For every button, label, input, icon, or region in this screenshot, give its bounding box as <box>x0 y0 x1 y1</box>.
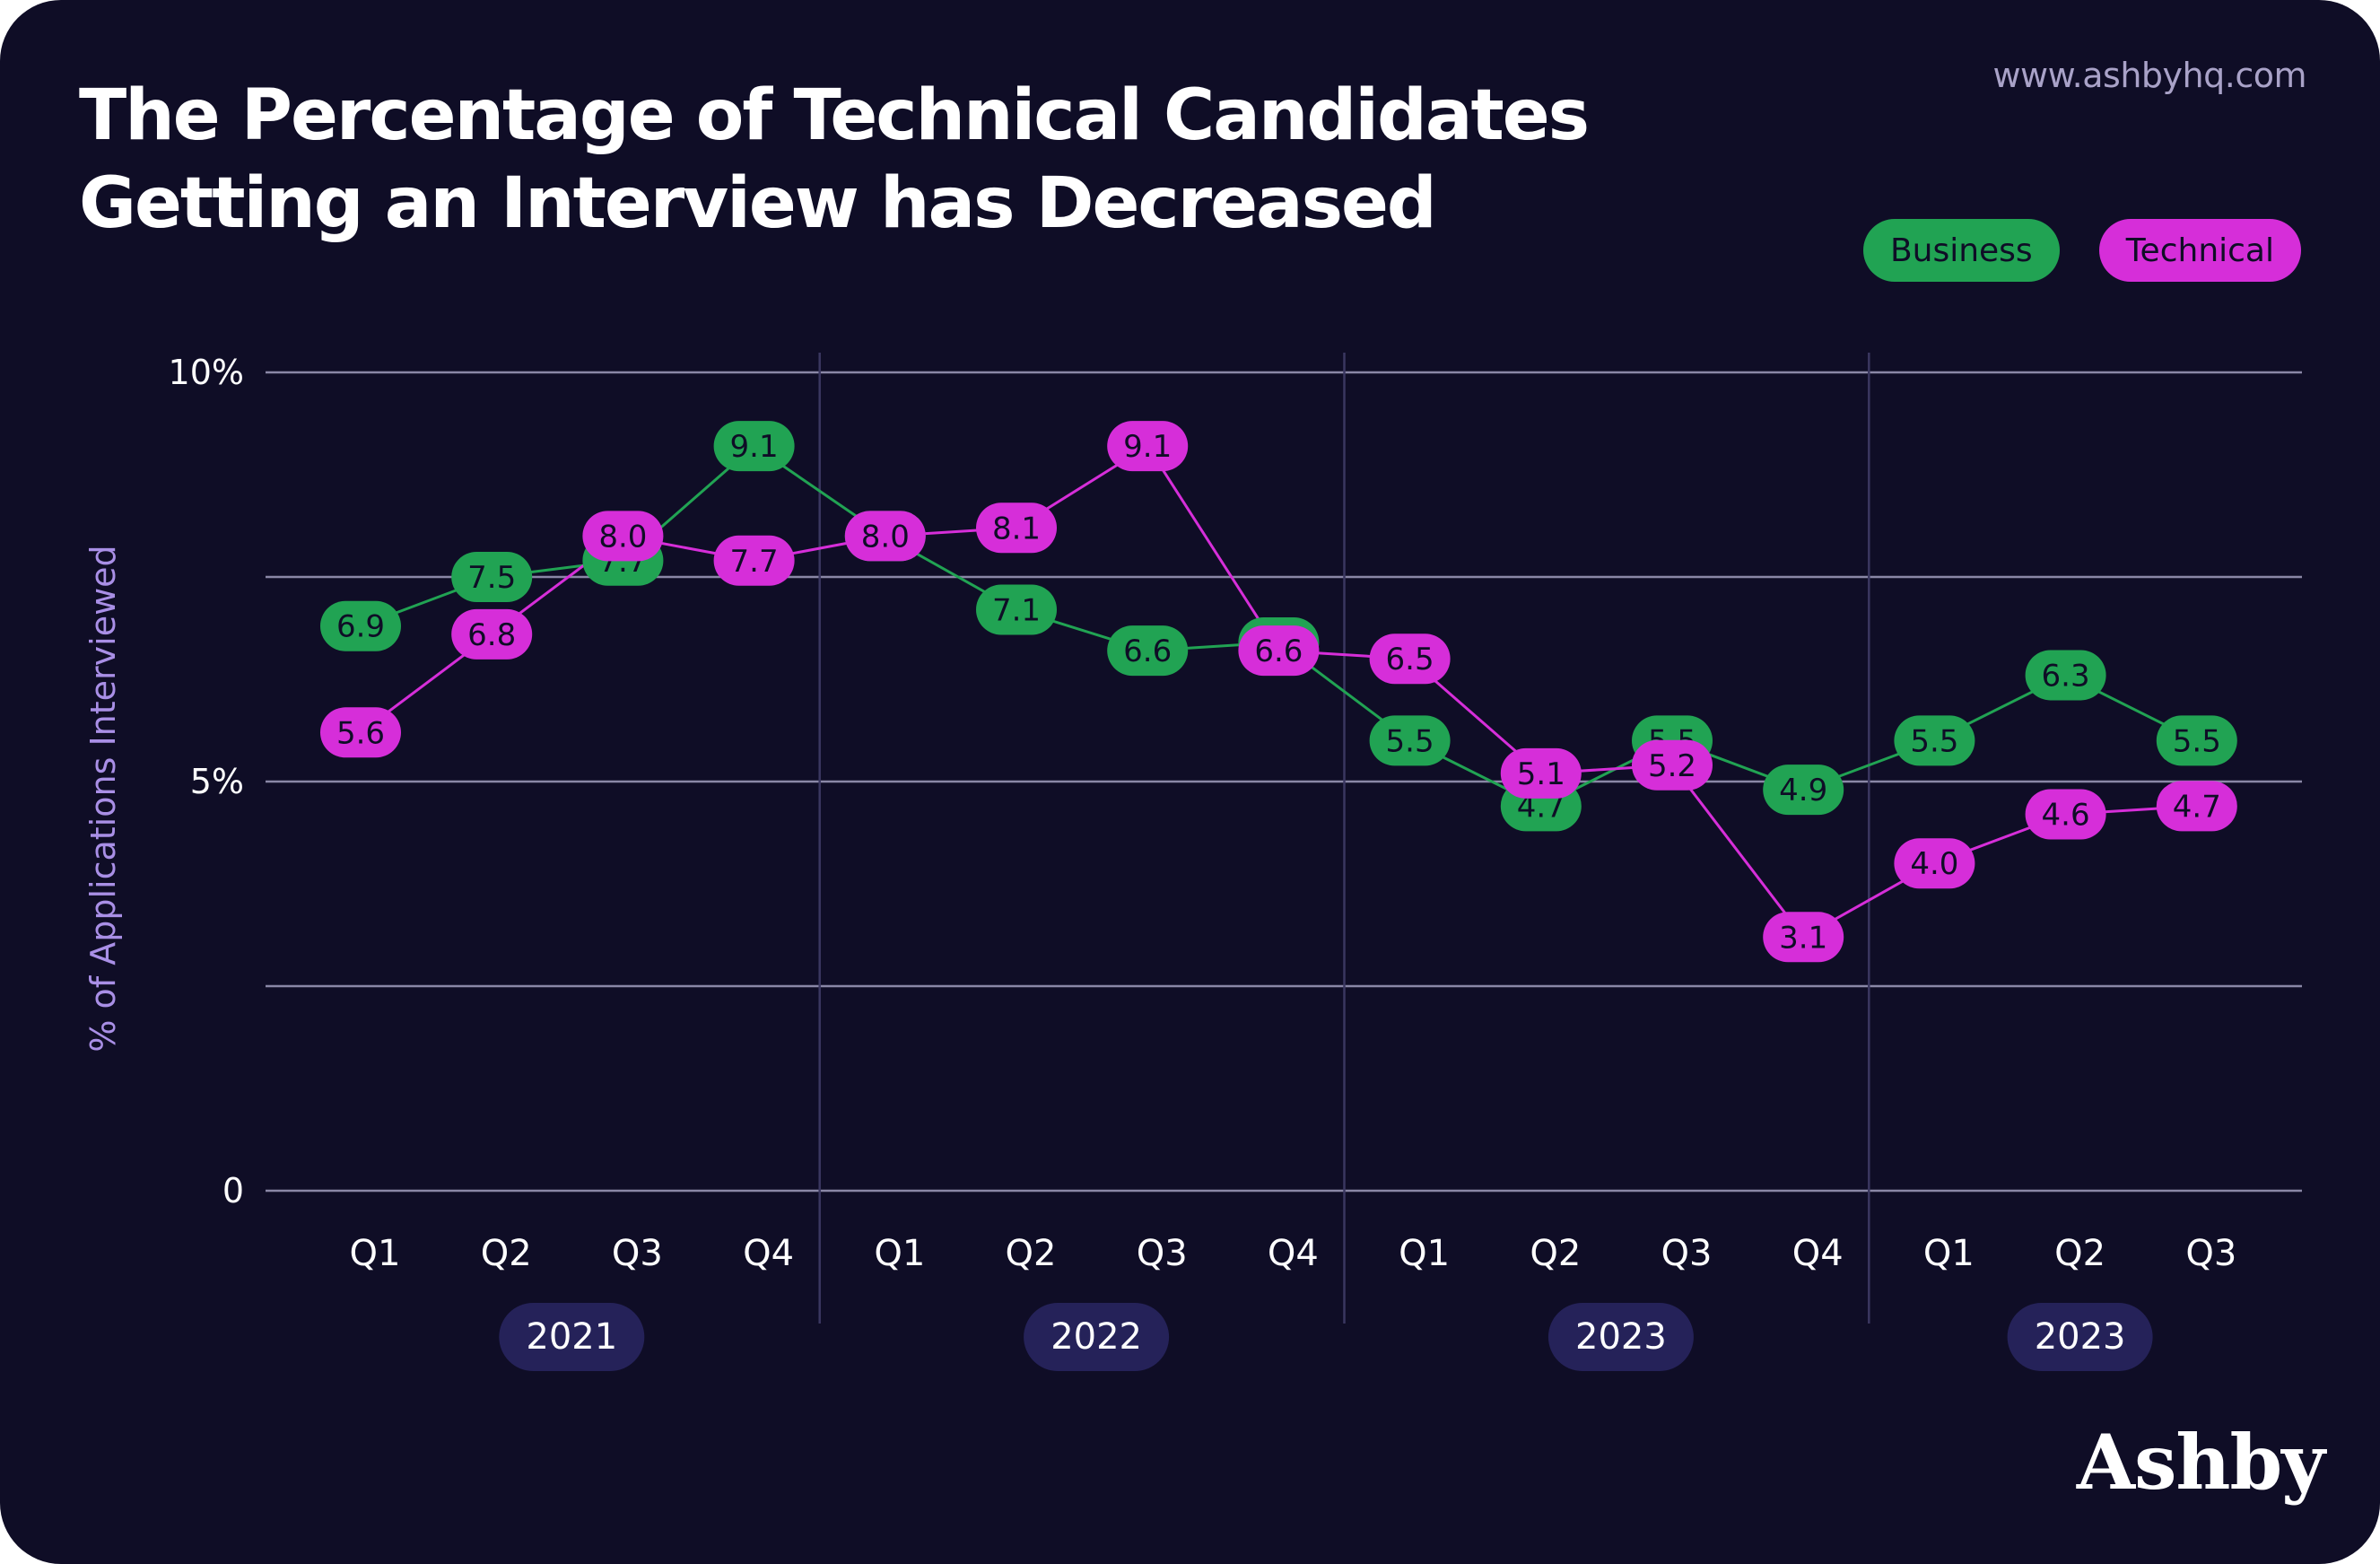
data-point-technical <box>1763 912 1844 963</box>
x-tick-label: Q4 <box>1268 1233 1319 1274</box>
data-label-technical: 6.6 <box>1254 633 1303 669</box>
data-label-technical: 6.8 <box>467 617 516 653</box>
data-point-business <box>2156 715 2237 766</box>
gridlines <box>266 353 2302 1324</box>
legend-item-technical: Technical <box>2098 219 2301 282</box>
data-point-technical <box>1500 747 1582 799</box>
data-point-business <box>1107 625 1189 677</box>
data-point-technical <box>1238 625 1320 677</box>
x-tick-label: Q4 <box>743 1233 794 1274</box>
data-point-business <box>451 552 533 602</box>
data-label-business: 6.9 <box>336 609 385 645</box>
data-label-business: 6.3 <box>2042 658 2090 694</box>
data-point-technical <box>451 608 533 660</box>
x-tick-label: Q3 <box>1661 1233 1713 1274</box>
year-label: 2023 <box>1575 1316 1667 1358</box>
data-label-technical: 4.6 <box>2042 797 2090 833</box>
data-point-technical <box>2025 789 2106 840</box>
axes: 10% 5% 0 % of Applications Interviewed Q1 Q2 Q… <box>83 353 2236 1371</box>
year-pill <box>2007 1303 2153 1371</box>
data-point-technical <box>1632 739 1713 791</box>
data-point-business <box>1369 715 1451 766</box>
data-label-technical: 8.0 <box>598 519 647 555</box>
ashby-logo: Ashby <box>2076 1418 2325 1507</box>
data-label-technical: 3.1 <box>1779 920 1827 956</box>
chart-title-line-2: Getting an Interview has Decreased <box>79 163 1437 244</box>
chart-title-line-1: The Percentage of Technical Candidates <box>79 75 1590 156</box>
data-point-technical <box>713 535 795 586</box>
data-point-business <box>1763 765 1844 816</box>
y-tick-label: 0 <box>222 1171 244 1210</box>
data-label-technical: 8.1 <box>992 511 1041 546</box>
data-label-technical: 5.1 <box>1517 756 1565 792</box>
data-point-business <box>2025 650 2106 701</box>
data-label-business: 5.5 <box>1910 723 1958 759</box>
data-point-technical <box>320 707 401 758</box>
data-label-business: 5.5 <box>1386 723 1434 759</box>
data-label-business: 7.1 <box>992 592 1041 628</box>
data-label-business: 7.5 <box>467 560 516 596</box>
data-label-technical: 7.7 <box>730 544 779 580</box>
data-point-technical <box>976 502 1057 554</box>
y-tick-label: 5% <box>190 762 244 801</box>
data-label-technical: 5.2 <box>1648 748 1696 784</box>
year-pill <box>1024 1303 1170 1371</box>
x-tick-label: Q1 <box>874 1233 925 1274</box>
x-tick-label: Q2 <box>1530 1233 1581 1274</box>
source-url[interactable]: www.ashbyhq.com <box>1992 56 2306 95</box>
data-label-technical: 4.0 <box>1910 846 1958 882</box>
data-labels: 6.97.57.79.18.07.16.66.75.54.75.54.95.56… <box>320 421 2237 963</box>
data-label-technical: 6.5 <box>1386 642 1434 677</box>
y-axis-label: % of Applications Interviewed <box>83 545 123 1052</box>
data-point-technical <box>2156 781 2237 832</box>
data-label-technical: 9.1 <box>1123 429 1172 465</box>
x-tick-label: Q3 <box>1137 1233 1188 1274</box>
data-point-technical <box>582 511 664 562</box>
data-point-business <box>1894 715 1975 766</box>
data-point-technical <box>1369 633 1451 685</box>
x-tick-label: Q2 <box>481 1233 532 1274</box>
data-point-business <box>976 584 1057 635</box>
x-tick-label: Q3 <box>612 1233 663 1274</box>
data-point-technical <box>1107 421 1189 472</box>
legend-item-business: Business <box>1862 219 2060 282</box>
x-tick-label: Q4 <box>1792 1233 1844 1274</box>
data-point-technical <box>844 511 926 562</box>
year-label: 2023 <box>2035 1316 2126 1358</box>
y-tick-label: 10% <box>169 353 244 392</box>
chart-title: The Percentage of Technical Candidates G… <box>79 72 1604 248</box>
data-point-business <box>320 600 401 651</box>
year-pill <box>499 1303 645 1371</box>
x-tick-label: Q1 <box>1923 1233 1975 1274</box>
data-label-business: 6.6 <box>1123 633 1172 669</box>
year-label: 2022 <box>1051 1316 1142 1358</box>
data-label-technical: 4.7 <box>2173 789 2221 825</box>
data-label-technical: 8.0 <box>861 519 910 555</box>
data-point-business <box>713 421 795 472</box>
x-tick-label: Q2 <box>1006 1233 1057 1274</box>
data-label-business: 4.9 <box>1779 773 1827 808</box>
data-label-business: 5.5 <box>2173 723 2221 759</box>
chart-legend: Business Technical <box>1862 219 2301 282</box>
year-pill <box>1547 1303 1694 1371</box>
data-label-technical: 5.6 <box>336 715 385 751</box>
x-tick-label: Q2 <box>2054 1233 2105 1274</box>
x-tick-label: Q3 <box>2185 1233 2236 1274</box>
x-tick-label: Q1 <box>1399 1233 1450 1274</box>
data-label-business: 9.1 <box>730 429 779 465</box>
year-label: 2021 <box>526 1316 617 1358</box>
data-point-technical <box>1894 838 1975 889</box>
x-tick-label: Q1 <box>350 1233 401 1274</box>
